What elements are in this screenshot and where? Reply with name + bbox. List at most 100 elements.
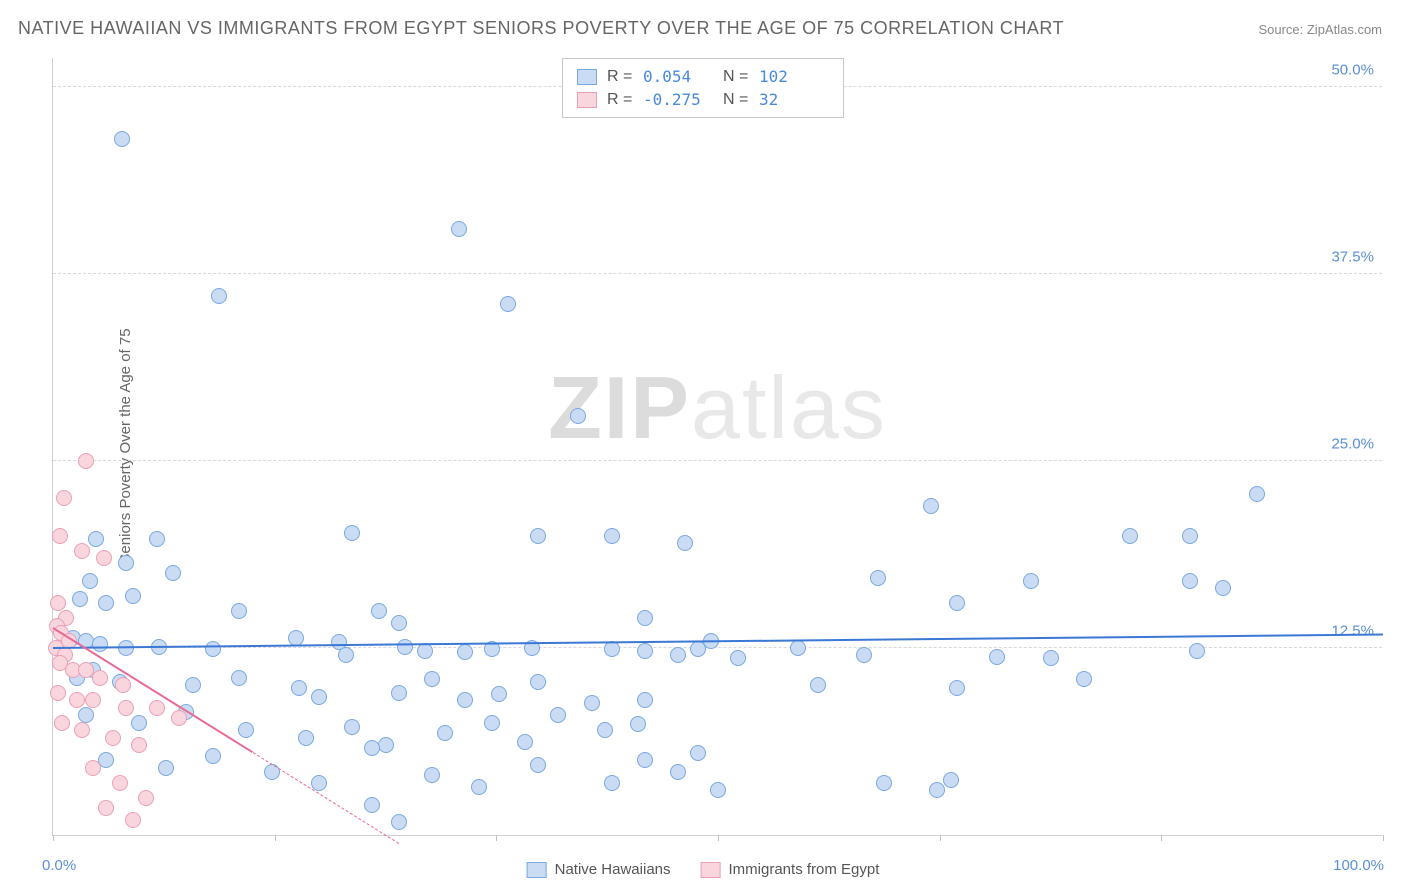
scatter-point	[424, 671, 440, 687]
scatter-point	[231, 603, 247, 619]
legend-series-label: Native Hawaiians	[555, 861, 671, 878]
scatter-point	[131, 715, 147, 731]
scatter-point	[311, 775, 327, 791]
scatter-point	[74, 722, 90, 738]
scatter-point	[391, 615, 407, 631]
scatter-point	[484, 715, 500, 731]
scatter-point	[604, 775, 620, 791]
scatter-point	[344, 719, 360, 735]
series-legend: Native Hawaiians Immigrants from Egypt	[527, 861, 880, 878]
gridline	[53, 273, 1382, 274]
scatter-point	[530, 757, 546, 773]
scatter-point	[457, 692, 473, 708]
scatter-point	[604, 528, 620, 544]
scatter-point	[298, 730, 314, 746]
x-tick-mark	[275, 835, 276, 841]
scatter-point	[457, 644, 473, 660]
scatter-point	[56, 490, 72, 506]
scatter-point	[115, 677, 131, 693]
correlation-legend: R = 0.054N =102R =-0.275N = 32	[562, 58, 844, 118]
scatter-point	[1122, 528, 1138, 544]
legend-r-label: R =	[607, 68, 633, 86]
scatter-point	[929, 782, 945, 798]
scatter-point	[397, 639, 413, 655]
legend-n-value: 32	[759, 90, 829, 109]
scatter-point	[710, 782, 726, 798]
chart-plot-area: ZIPatlas 12.5%25.0%37.5%50.0%	[52, 58, 1382, 836]
scatter-point	[810, 677, 826, 693]
legend-swatch	[577, 69, 597, 85]
scatter-point	[530, 674, 546, 690]
scatter-point	[690, 745, 706, 761]
scatter-point	[238, 722, 254, 738]
scatter-point	[69, 692, 85, 708]
scatter-point	[125, 588, 141, 604]
legend-item: Immigrants from Egypt	[701, 861, 880, 878]
scatter-point	[391, 685, 407, 701]
scatter-point	[52, 528, 68, 544]
scatter-point	[670, 647, 686, 663]
scatter-point	[118, 700, 134, 716]
scatter-point	[437, 725, 453, 741]
scatter-point	[98, 595, 114, 611]
x-axis-max-label: 100.0%	[1333, 857, 1384, 874]
scatter-point	[677, 535, 693, 551]
scatter-point	[949, 680, 965, 696]
scatter-point	[371, 603, 387, 619]
scatter-point	[50, 595, 66, 611]
scatter-point	[165, 565, 181, 581]
chart-source: Source: ZipAtlas.com	[1258, 22, 1382, 37]
scatter-point	[185, 677, 201, 693]
scatter-point	[211, 288, 227, 304]
scatter-point	[1043, 650, 1059, 666]
scatter-point	[517, 734, 533, 750]
x-tick-mark	[496, 835, 497, 841]
scatter-point	[338, 647, 354, 663]
scatter-point	[149, 700, 165, 716]
scatter-point	[876, 775, 892, 791]
scatter-point	[205, 748, 221, 764]
scatter-point	[85, 692, 101, 708]
scatter-point	[78, 707, 94, 723]
scatter-point	[205, 641, 221, 657]
scatter-point	[92, 670, 108, 686]
scatter-point	[584, 695, 600, 711]
scatter-point	[530, 528, 546, 544]
legend-row: R = 0.054N =102	[577, 65, 829, 88]
scatter-point	[114, 131, 130, 147]
scatter-point	[158, 760, 174, 776]
legend-r-value: 0.054	[643, 67, 713, 86]
x-tick-mark	[1383, 835, 1384, 841]
scatter-point	[500, 296, 516, 312]
x-axis-min-label: 0.0%	[42, 857, 76, 874]
scatter-point	[670, 764, 686, 780]
y-tick-label: 12.5%	[1331, 622, 1374, 639]
scatter-point	[231, 670, 247, 686]
scatter-point	[790, 640, 806, 656]
scatter-point	[870, 570, 886, 586]
scatter-point	[989, 649, 1005, 665]
y-tick-label: 50.0%	[1331, 61, 1374, 78]
legend-row: R =-0.275N = 32	[577, 88, 829, 111]
scatter-point	[923, 498, 939, 514]
scatter-point	[118, 555, 134, 571]
scatter-point	[637, 692, 653, 708]
scatter-point	[491, 686, 507, 702]
legend-swatch	[577, 92, 597, 108]
scatter-point	[856, 647, 872, 663]
scatter-point	[1249, 486, 1265, 502]
scatter-point	[171, 710, 187, 726]
scatter-point	[417, 643, 433, 659]
scatter-point	[74, 543, 90, 559]
scatter-point	[344, 525, 360, 541]
scatter-point	[78, 453, 94, 469]
scatter-point	[550, 707, 566, 723]
scatter-point	[88, 531, 104, 547]
gridline	[53, 460, 1382, 461]
scatter-point	[54, 715, 70, 731]
scatter-point	[637, 643, 653, 659]
legend-swatch	[701, 862, 721, 878]
scatter-point	[570, 408, 586, 424]
scatter-point	[311, 689, 327, 705]
scatter-point	[451, 221, 467, 237]
